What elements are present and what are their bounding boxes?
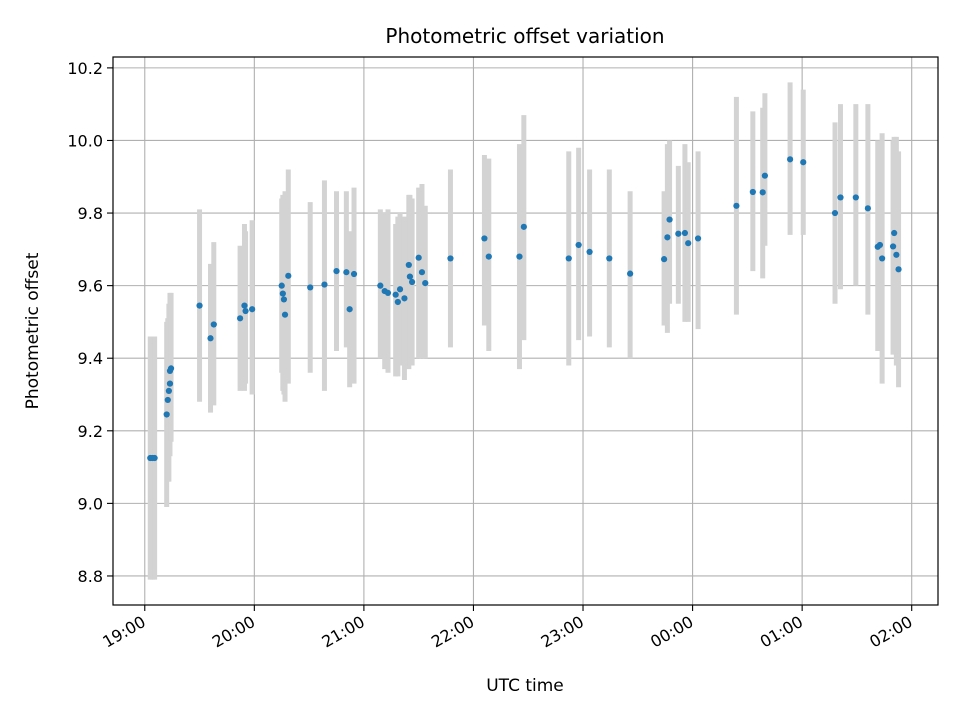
data-point (891, 229, 898, 237)
data-point (481, 235, 488, 242)
data-point (401, 295, 408, 302)
data-point (694, 235, 702, 242)
data-point (207, 335, 214, 342)
data-point (166, 380, 174, 387)
data-point (384, 289, 392, 296)
data-point (321, 281, 328, 288)
y-tick-label: 8.8 (78, 567, 103, 586)
data-point (586, 248, 593, 255)
y-tick-label: 9.8 (78, 204, 103, 223)
data-point (606, 255, 613, 262)
data-point (675, 230, 682, 237)
y-tick-label: 9.6 (78, 277, 103, 296)
data-point (163, 411, 170, 418)
data-point (864, 205, 871, 212)
data-point (666, 216, 673, 223)
data-point (575, 241, 582, 249)
data-point (418, 269, 426, 276)
data-point (377, 282, 384, 289)
data-point (394, 298, 401, 306)
data-point (285, 272, 292, 279)
y-axis: 8.8 9.0 9.2 9.4 9.6 9.8 10.0 10.2 (67, 59, 113, 586)
data-point (241, 302, 248, 309)
data-point (415, 254, 422, 261)
data-point (405, 261, 412, 269)
data-points (147, 156, 902, 462)
data-point (165, 387, 172, 394)
data-point (236, 315, 244, 322)
data-point (447, 255, 454, 262)
data-point (786, 156, 794, 163)
data-point (409, 278, 416, 286)
data-point (520, 223, 527, 230)
data-point (281, 311, 289, 318)
data-point (761, 172, 768, 179)
data-point (889, 243, 897, 250)
data-point (164, 396, 171, 404)
x-axis-title: UTC time (486, 676, 564, 696)
data-point (307, 284, 314, 291)
y-tick-label: 9.0 (78, 494, 103, 513)
data-point (895, 266, 902, 273)
data-point (242, 307, 249, 315)
data-point (279, 290, 286, 297)
data-point (151, 454, 158, 462)
data-point (837, 194, 844, 201)
data-point (831, 209, 839, 217)
y-tick-label: 9.4 (78, 349, 103, 368)
data-point (565, 255, 572, 262)
data-point (876, 241, 884, 249)
data-point (664, 234, 671, 241)
data-point (350, 270, 358, 278)
data-point (333, 268, 340, 275)
data-point (733, 202, 740, 209)
chart-title: Photometric offset variation (385, 24, 664, 48)
y-tick-label: 9.2 (78, 422, 103, 441)
data-point (852, 194, 859, 201)
data-point (893, 251, 900, 258)
data-point (396, 286, 404, 293)
data-point (660, 256, 668, 263)
data-point (422, 279, 429, 287)
y-tick-label: 10.2 (67, 59, 103, 78)
data-point (685, 240, 692, 247)
data-point (346, 306, 353, 313)
data-point (278, 282, 285, 289)
data-point (167, 365, 175, 372)
y-axis-title: Photometric offset (23, 252, 43, 409)
data-point (485, 253, 492, 260)
data-point (249, 306, 256, 313)
data-point (196, 302, 203, 309)
data-point (800, 159, 807, 166)
data-point (516, 253, 523, 260)
data-point (759, 189, 766, 196)
data-point (392, 291, 399, 298)
data-point (627, 270, 634, 277)
data-point (879, 255, 886, 262)
data-point (280, 296, 288, 303)
data-point (749, 188, 756, 196)
data-point (406, 273, 414, 280)
data-point (210, 321, 217, 328)
data-point (343, 269, 350, 276)
y-tick-label: 10.0 (67, 131, 103, 150)
plot-area-frame (112, 56, 939, 606)
data-point (681, 229, 689, 237)
